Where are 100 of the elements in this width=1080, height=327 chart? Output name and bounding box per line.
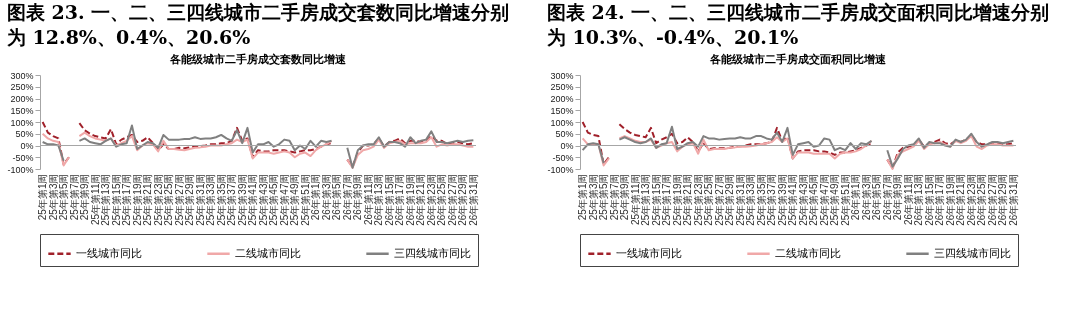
x-tick-label: 26年第29周	[457, 173, 469, 226]
x-tick-label: 25年第19周	[131, 173, 143, 226]
chart-title: 图表 24. 一、二、三四线城市二手房成交面积同比增速分别为 10.3%、-0.4%、20.1%	[546, 1, 1050, 48]
x-tick-label: 25年第45周	[808, 173, 820, 226]
x-tick-label: 26年第25周	[976, 173, 988, 226]
y-tick-label: 0%	[20, 141, 34, 151]
y-tick-label: 150%	[550, 105, 574, 116]
x-tick-label: 25年第7周	[608, 173, 620, 221]
x-tick-label: 26年第23周	[425, 173, 437, 226]
x-tick-label: 25年第33周	[205, 173, 217, 226]
y-tick-label: -50%	[552, 152, 574, 163]
x-tick-label: 25年第47周	[818, 173, 830, 226]
x-tick-label: 25年第39周	[236, 173, 248, 226]
x-tick-label: 25年第43周	[797, 173, 809, 226]
x-tick-label: 25年第3周	[587, 173, 599, 221]
x-tick-label: 26年第31周	[467, 173, 479, 226]
x-tick-label: 26年第5周	[871, 173, 883, 221]
chart-subtitle: 各能级城市二手房成交套数同比增速	[169, 53, 347, 66]
x-tick-label: 25年第13周	[640, 173, 652, 226]
x-tick-label: 25年第33周	[745, 173, 757, 226]
y-tick-label: 0%	[560, 141, 574, 151]
x-tick-label: 26年第19周	[944, 173, 956, 226]
x-tick-label: 26年第15周	[383, 173, 395, 226]
x-tick-label: 25年第9周	[79, 173, 91, 221]
x-tick-label: 26年第1周	[310, 173, 322, 221]
x-tick-label: 25年第37周	[226, 173, 238, 226]
x-tick-label: 25年第9周	[619, 173, 631, 221]
x-tick-label: 25年第29周	[724, 173, 736, 226]
x-tick-label: 25年第31周	[734, 173, 746, 226]
x-tick-label: 26年第21周	[415, 173, 427, 226]
x-tick-label: 25年第23周	[152, 173, 164, 226]
x-tick-label: 25年第27周	[713, 173, 725, 226]
y-tick-label: 50%	[15, 129, 34, 140]
x-tick-label: 26年第27周	[446, 173, 458, 226]
x-tick-label: 26年第5周	[331, 173, 343, 221]
x-tick-label: 25年第21周	[142, 173, 154, 226]
y-tick-label: 250%	[550, 82, 574, 93]
x-tick-label: 26年第19周	[404, 173, 416, 226]
x-tick-label: 25年第1周	[577, 173, 589, 221]
y-tick-label: 100%	[550, 117, 574, 128]
x-tick-label: 25年第5周	[58, 173, 70, 221]
x-tick-label: 25年第5周	[598, 173, 610, 221]
x-tick-label: 26年第25周	[436, 173, 448, 226]
x-tick-label: 26年第23周	[965, 173, 977, 226]
y-tick-label: 150%	[10, 105, 34, 116]
x-tick-label: 25年第49周	[289, 173, 301, 226]
x-tick-label: 25年第51周	[839, 173, 851, 226]
legend-label: 一线城市同比	[76, 246, 142, 259]
x-tick-label: 26年第13周	[913, 173, 925, 226]
legend-label: 二线城市同比	[775, 246, 841, 259]
x-tick-label: 26年第17周	[394, 173, 406, 226]
y-tick-label: 200%	[550, 94, 574, 104]
x-tick-label: 25年第21周	[682, 173, 694, 226]
x-tick-label: 25年第41周	[247, 173, 259, 226]
x-tick-label: 26年第3周	[320, 173, 332, 221]
y-tick-label: 300%	[550, 70, 574, 81]
x-tick-label: 26年第7周	[341, 173, 353, 221]
x-tick-label: 25年第51周	[299, 173, 311, 226]
x-tick-label: 25年第25周	[163, 173, 175, 226]
x-tick-label: 26年第11周	[362, 173, 374, 226]
chart-title: 图表 23. 一、二、三四线城市二手房成交套数同比增速分别为 12.8%、0.4%、20.6%	[6, 1, 510, 48]
x-tick-label: 26年第9周	[352, 173, 364, 221]
y-tick-label: 300%	[10, 70, 34, 81]
x-tick-label: 26年第17周	[934, 173, 946, 226]
x-tick-label: 25年第15周	[650, 173, 662, 226]
x-tick-label: 25年第39周	[776, 173, 788, 226]
x-tick-label: 25年第41周	[787, 173, 799, 226]
x-tick-label: 26年第1周	[850, 173, 862, 221]
legend-label: 二线城市同比	[235, 246, 301, 259]
x-tick-label: 25年第29周	[184, 173, 196, 226]
x-tick-label: 26年第3周	[860, 173, 872, 221]
x-tick-label: 26年第11周	[902, 173, 914, 226]
x-tick-label: 25年第49周	[829, 173, 841, 226]
y-tick-label: 200%	[10, 94, 34, 104]
x-tick-label: 25年第35周	[215, 173, 227, 226]
x-tick-label: 26年第27周	[986, 173, 998, 226]
x-tick-label: 25年第17周	[121, 173, 133, 226]
x-tick-label: 26年第7周	[881, 173, 893, 221]
x-tick-label: 26年第13周	[373, 173, 385, 226]
x-tick-label: 25年第45周	[268, 173, 280, 226]
x-tick-label: 26年第21周	[955, 173, 967, 226]
x-tick-label: 25年第15周	[110, 173, 122, 226]
y-tick-label: -50%	[12, 152, 34, 163]
x-tick-label: 25年第17周	[661, 173, 673, 226]
x-tick-label: 26年第29周	[997, 173, 1009, 226]
legend-label: 三四线城市同比	[394, 246, 471, 259]
x-tick-label: 25年第11周	[629, 173, 641, 226]
x-tick-label: 26年第9周	[892, 173, 904, 221]
y-tick-label: 250%	[10, 82, 34, 93]
x-tick-label: 25年第27周	[173, 173, 185, 226]
y-tick-label: -100%	[547, 164, 574, 175]
legend-label: 一线城市同比	[616, 246, 682, 259]
x-tick-label: 25年第47周	[278, 173, 290, 226]
x-tick-label: 25年第25周	[703, 173, 715, 226]
y-tick-label: 100%	[10, 117, 34, 128]
y-tick-label: -100%	[7, 164, 34, 175]
x-tick-label: 25年第35周	[755, 173, 767, 226]
x-tick-label: 25年第23周	[692, 173, 704, 226]
x-tick-label: 26年第15周	[923, 173, 935, 226]
x-tick-label: 26年第31周	[1007, 173, 1019, 226]
